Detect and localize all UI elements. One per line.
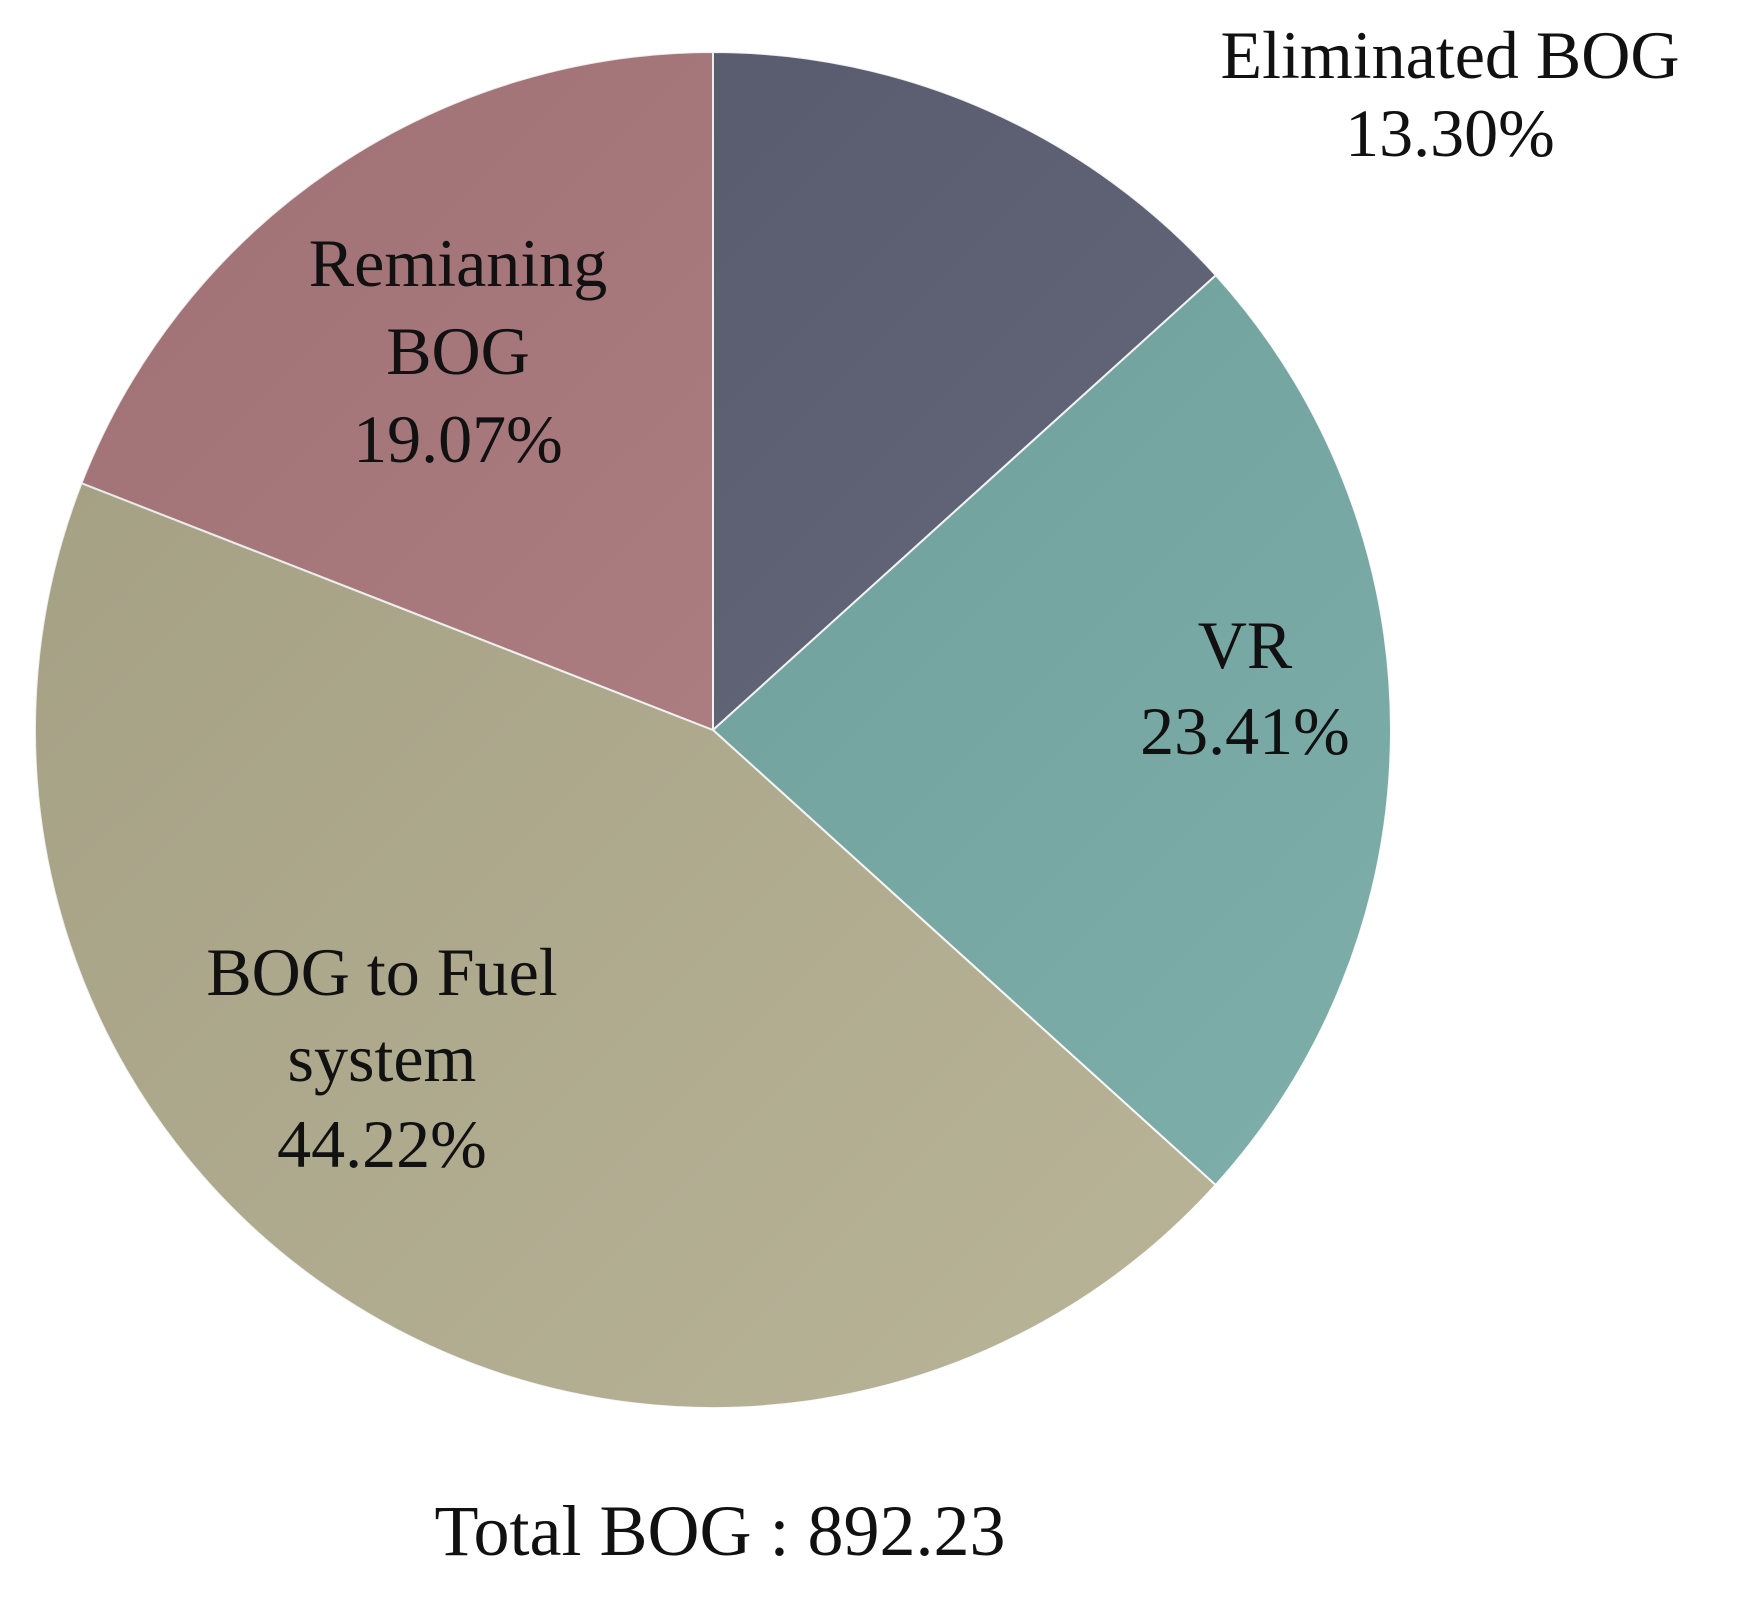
slice-label-line: BOG (386, 313, 530, 389)
pie-labels: Eliminated BOG 13.30% VR 23.41% BOG to Fuel s… (206, 17, 1679, 1182)
slice-label-line: 23.41% (1140, 693, 1350, 769)
slice-label-line: 19.07% (353, 401, 563, 477)
slice-label-line: Remianing (309, 225, 607, 301)
slice-label-remianing-bog: Remianing BOG 19.07% (309, 225, 607, 477)
slice-label-vr: VR 23.41% (1140, 607, 1350, 769)
slice-label-bog-to-fuel-system: BOG to Fuel system 44.22% (206, 934, 557, 1182)
slice-label-line: BOG to Fuel (206, 934, 557, 1010)
slice-label-eliminated-bog: Eliminated BOG 13.30% (1221, 17, 1680, 171)
slice-label-line: Eliminated BOG (1221, 17, 1680, 93)
slice-label-line: 13.30% (1345, 95, 1555, 171)
slice-label-line: 44.22% (277, 1106, 487, 1182)
slice-label-line: system (288, 1020, 477, 1096)
total-bog-label: Total BOG : 892.23 (434, 1491, 1006, 1571)
slice-label-line: VR (1198, 607, 1293, 683)
